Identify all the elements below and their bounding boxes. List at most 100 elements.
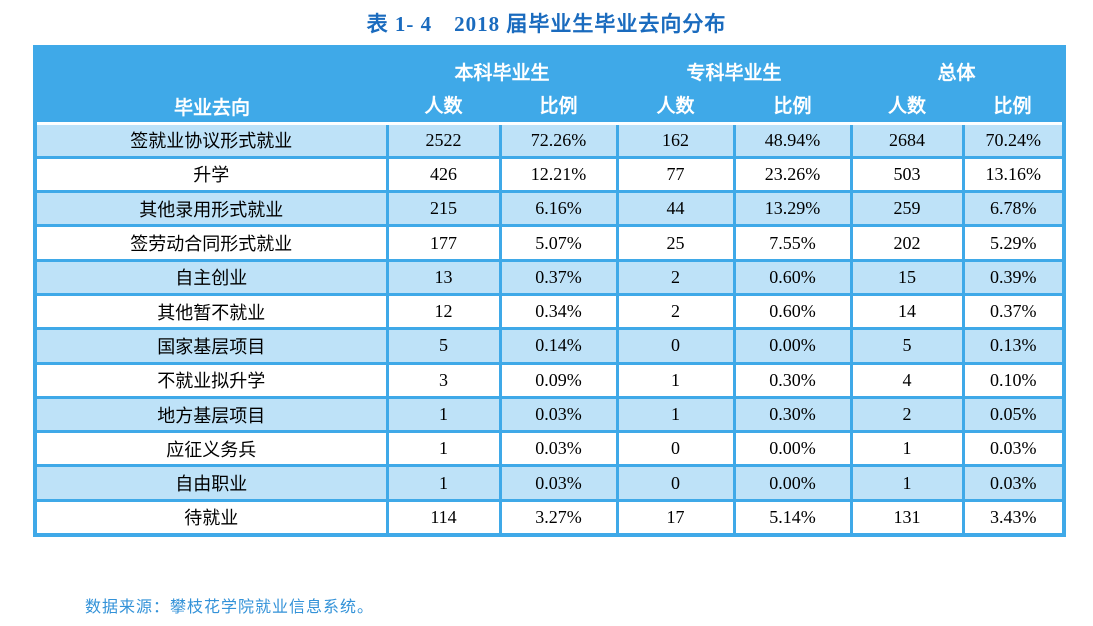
header-count-overall: 人数 bbox=[851, 87, 964, 125]
value-cell: 2522 bbox=[385, 121, 502, 159]
value-cell: 12.21% bbox=[498, 155, 619, 194]
table-caption: 表 1- 4 2018 届毕业生毕业去向分布 bbox=[366, 12, 727, 36]
value-cell: 7.55% bbox=[732, 224, 853, 262]
value-cell: 5.29% bbox=[961, 224, 1066, 262]
table-row: 其他暂不就业 12 0.34% 2 0.60% 14 0.37% bbox=[33, 292, 1066, 331]
value-cell: 12 bbox=[385, 292, 502, 331]
value-cell: 72.26% bbox=[498, 121, 619, 159]
header-group-overall: 总体 bbox=[851, 47, 1065, 87]
value-cell: 0 bbox=[615, 327, 736, 365]
value-cell: 177 bbox=[385, 224, 502, 262]
value-cell: 2 bbox=[615, 292, 736, 331]
value-cell: 0.03% bbox=[498, 464, 619, 502]
destination-cell: 地方基层项目 bbox=[33, 395, 389, 434]
destination-cell: 国家基层项目 bbox=[33, 327, 389, 365]
value-cell: 0.30% bbox=[732, 395, 853, 434]
value-cell: 77 bbox=[615, 155, 736, 194]
value-cell: 0.05% bbox=[961, 395, 1066, 434]
value-cell: 5.07% bbox=[498, 224, 619, 262]
destination-cell: 升学 bbox=[33, 155, 389, 194]
value-cell: 1 bbox=[385, 430, 502, 468]
value-cell: 13.29% bbox=[732, 190, 853, 228]
value-cell: 4 bbox=[849, 361, 965, 399]
value-cell: 13.16% bbox=[961, 155, 1066, 194]
header-destination: 毕业去向 bbox=[35, 47, 387, 125]
value-cell: 426 bbox=[385, 155, 502, 194]
value-cell: 13 bbox=[385, 258, 502, 296]
value-cell: 70.24% bbox=[961, 121, 1066, 159]
value-cell: 114 bbox=[385, 498, 502, 537]
destination-cell: 签劳动合同形式就业 bbox=[33, 224, 389, 262]
destination-cell: 签就业协议形式就业 bbox=[33, 121, 389, 159]
table-body: 签就业协议形式就业 2522 72.26% 162 48.94% 2684 70.24% 升学… bbox=[33, 121, 1066, 537]
destination-cell: 自由职业 bbox=[33, 464, 389, 502]
value-cell: 0.13% bbox=[961, 327, 1066, 365]
value-cell: 3.43% bbox=[961, 498, 1066, 537]
value-cell: 0.34% bbox=[498, 292, 619, 331]
value-cell: 23.26% bbox=[732, 155, 853, 194]
value-cell: 1 bbox=[385, 395, 502, 434]
value-cell: 25 bbox=[615, 224, 736, 262]
destination-cell: 待就业 bbox=[33, 498, 389, 537]
value-cell: 0.00% bbox=[732, 430, 853, 468]
graduation-destination-table: 毕业去向 本科毕业生 专科毕业生 总体 人数 比例 人数 比例 人数 比例 签就… bbox=[33, 45, 1067, 537]
value-cell: 1 bbox=[849, 430, 965, 468]
value-cell: 0.00% bbox=[732, 327, 853, 365]
table-row: 签劳动合同形式就业 177 5.07% 25 7.55% 202 5.29% bbox=[33, 224, 1066, 262]
destination-cell: 其他暂不就业 bbox=[33, 292, 389, 331]
value-cell: 2 bbox=[615, 258, 736, 296]
header-group-junior-college: 专科毕业生 bbox=[617, 47, 852, 87]
value-cell: 44 bbox=[615, 190, 736, 228]
value-cell: 0.10% bbox=[961, 361, 1066, 399]
value-cell: 14 bbox=[849, 292, 965, 331]
value-cell: 0 bbox=[615, 464, 736, 502]
destination-cell: 应征义务兵 bbox=[33, 430, 389, 468]
header-ratio-junior-college: 比例 bbox=[734, 87, 852, 125]
data-source-note: 数据来源：攀枝花学院就业信息系统。 bbox=[85, 599, 375, 616]
value-cell: 503 bbox=[849, 155, 965, 194]
table-row: 待就业 114 3.27% 17 5.14% 131 3.43% bbox=[33, 498, 1066, 537]
table-row: 其他录用形式就业 215 6.16% 44 13.29% 259 6.78% bbox=[33, 190, 1066, 228]
table-row: 升学 426 12.21% 77 23.26% 503 13.16% bbox=[33, 155, 1066, 194]
value-cell: 0.03% bbox=[498, 430, 619, 468]
value-cell: 15 bbox=[849, 258, 965, 296]
value-cell: 0.14% bbox=[498, 327, 619, 365]
value-cell: 2 bbox=[849, 395, 965, 434]
value-cell: 0.37% bbox=[498, 258, 619, 296]
table-row: 不就业拟升学 3 0.09% 1 0.30% 4 0.10% bbox=[33, 361, 1066, 399]
header-count-junior-college: 人数 bbox=[617, 87, 735, 125]
value-cell: 6.16% bbox=[498, 190, 619, 228]
header-group-undergraduate: 本科毕业生 bbox=[387, 47, 618, 87]
value-cell: 5 bbox=[385, 327, 502, 365]
value-cell: 0.60% bbox=[732, 292, 853, 331]
value-cell: 5.14% bbox=[732, 498, 853, 537]
value-cell: 0.00% bbox=[732, 464, 853, 502]
header-count-undergraduate: 人数 bbox=[387, 87, 500, 125]
value-cell: 0.03% bbox=[498, 395, 619, 434]
value-cell: 17 bbox=[615, 498, 736, 537]
value-cell: 215 bbox=[385, 190, 502, 228]
value-cell: 2684 bbox=[849, 121, 965, 159]
value-cell: 0 bbox=[615, 430, 736, 468]
table-row: 国家基层项目 5 0.14% 0 0.00% 5 0.13% bbox=[33, 327, 1066, 365]
header-ratio-overall: 比例 bbox=[963, 87, 1065, 125]
table-row: 自由职业 1 0.03% 0 0.00% 1 0.03% bbox=[33, 464, 1066, 502]
value-cell: 1 bbox=[849, 464, 965, 502]
value-cell: 202 bbox=[849, 224, 965, 262]
table-header: 毕业去向 本科毕业生 专科毕业生 总体 人数 比例 人数 比例 人数 比例 bbox=[35, 47, 1065, 125]
value-cell: 0.30% bbox=[732, 361, 853, 399]
value-cell: 0.60% bbox=[732, 258, 853, 296]
value-cell: 0.03% bbox=[961, 430, 1066, 468]
value-cell: 6.78% bbox=[961, 190, 1066, 228]
table-row: 地方基层项目 1 0.03% 1 0.30% 2 0.05% bbox=[33, 395, 1066, 434]
destination-cell: 其他录用形式就业 bbox=[33, 190, 389, 228]
value-cell: 162 bbox=[615, 121, 736, 159]
value-cell: 0.03% bbox=[961, 464, 1066, 502]
value-cell: 3.27% bbox=[498, 498, 619, 537]
destination-cell: 不就业拟升学 bbox=[33, 361, 389, 399]
table-row: 应征义务兵 1 0.03% 0 0.00% 1 0.03% bbox=[33, 430, 1066, 468]
value-cell: 48.94% bbox=[732, 121, 853, 159]
table-row: 签就业协议形式就业 2522 72.26% 162 48.94% 2684 70.24% bbox=[33, 121, 1066, 159]
value-cell: 0.09% bbox=[498, 361, 619, 399]
